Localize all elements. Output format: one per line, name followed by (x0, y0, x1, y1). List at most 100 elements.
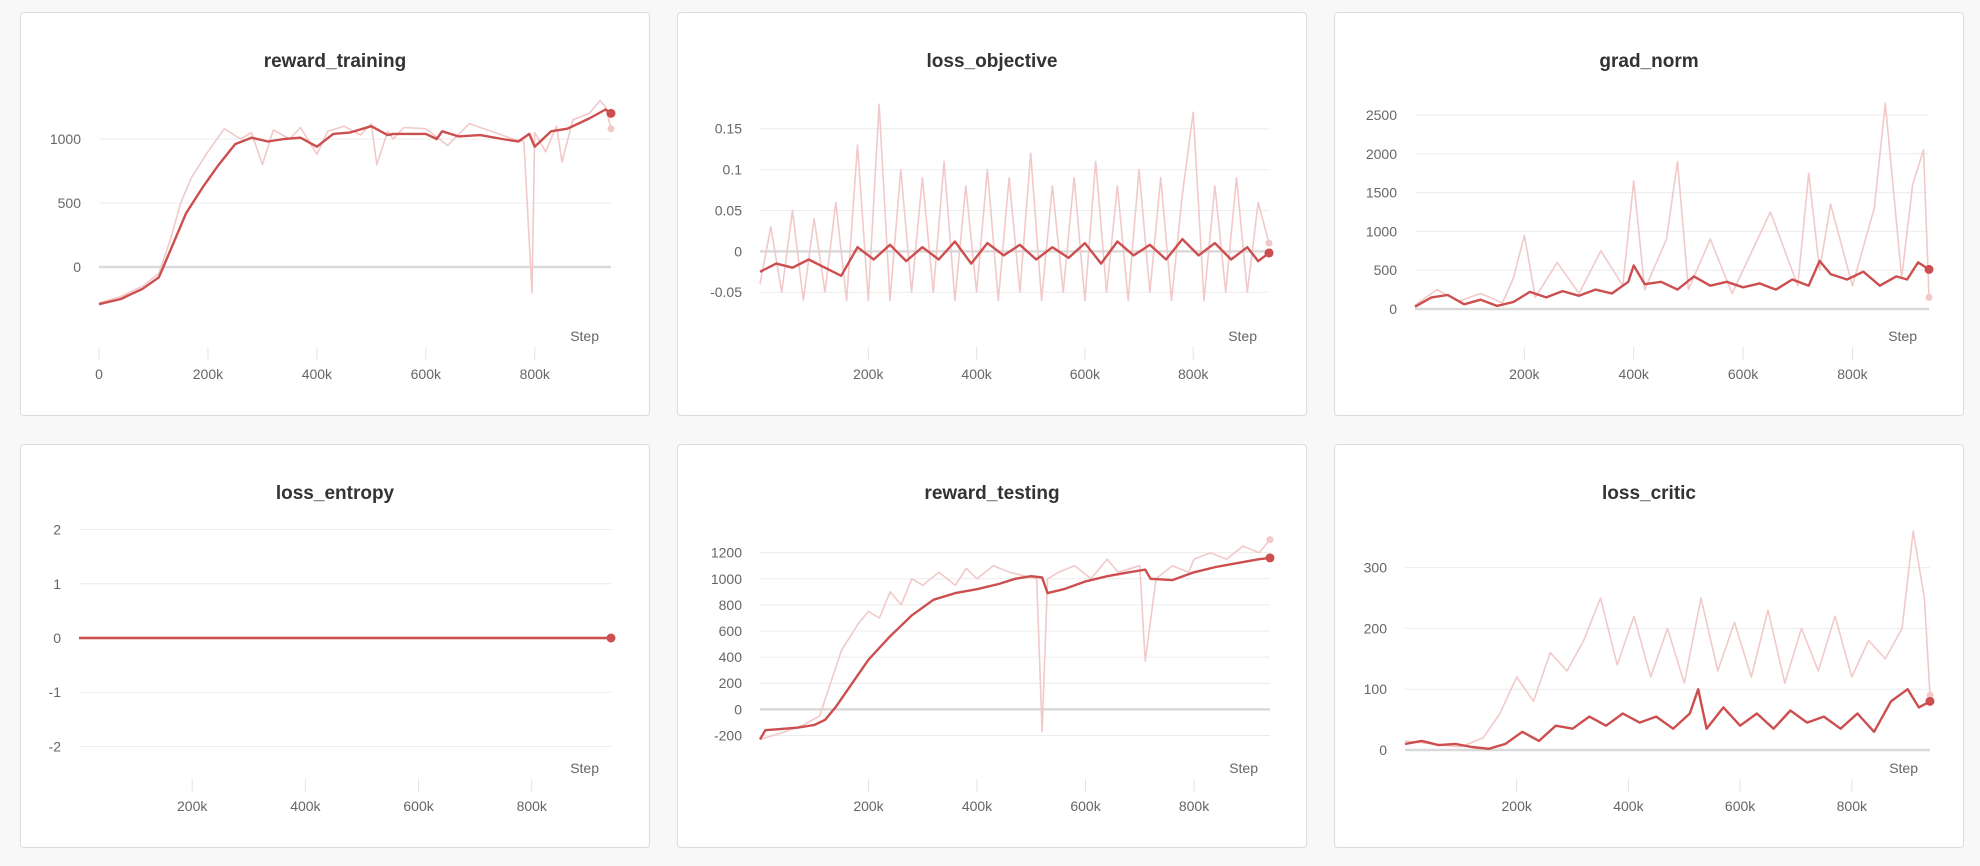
x-tick-label: 600k (1070, 366, 1101, 382)
x-tick-label: 800k (520, 366, 551, 382)
chart-title: loss_objective (927, 51, 1058, 72)
series-endpoint-marker (606, 108, 616, 118)
raw-series-line (759, 103, 1270, 302)
y-tick-label: 0 (53, 630, 61, 646)
smoothed-series-line (98, 108, 612, 306)
chart-panel-loss-entropy[interactable]: loss_entropy -2 -1 0 1 2 200k 400k 600k 800k Step (20, 444, 650, 848)
raw-series-endpoint (1926, 691, 1934, 699)
chart-svg: reward_testing -200 0 200 400 600 800 1000 1200 2… (711, 483, 1275, 814)
y-tick-label: 300 (1364, 560, 1388, 576)
series-endpoint-marker (1265, 553, 1275, 563)
x-tick-label: 800k (517, 798, 548, 814)
chart-panel-reward-testing[interactable]: reward_testing -200 0 200 400 600 800 1000 1200 2… (677, 444, 1307, 848)
y-tick-label: 200 (1364, 620, 1388, 636)
chart-title: loss_critic (1602, 483, 1696, 504)
x-tick-label: 600k (1728, 366, 1759, 382)
x-tick-label: 800k (1837, 798, 1868, 814)
x-tick-label: 200k (1502, 798, 1533, 814)
x-tick-label: 400k (1619, 366, 1650, 382)
raw-series-endpoint (1265, 239, 1273, 247)
y-tick-label: 2500 (1366, 107, 1397, 123)
chart-panel-loss-critic[interactable]: loss_critic 0 100 200 300 200k 400k 600k 800k Ste… (1334, 444, 1964, 848)
x-tick-label: 800k (1178, 366, 1209, 382)
chart-title: reward_testing (924, 483, 1059, 504)
x-tick-label: 400k (1613, 798, 1644, 814)
smoothed-series-line (758, 556, 1271, 741)
x-tick-label: 600k (403, 798, 434, 814)
x-tick-label: 600k (411, 366, 442, 382)
y-tick-label: -200 (714, 727, 742, 743)
x-tick-label: 400k (962, 798, 993, 814)
x-tick-label: 400k (290, 798, 321, 814)
y-tick-label: 1000 (50, 131, 81, 147)
x-tick-label: 200k (1509, 366, 1540, 382)
x-tick-label: 600k (1725, 798, 1756, 814)
y-tick-label: 0 (1379, 742, 1387, 758)
chart-svg: reward_training 0 500 1000 0 200k 400k 600k 800k… (50, 51, 616, 382)
x-tick-label: 400k (302, 366, 333, 382)
series-endpoint-marker (1264, 248, 1274, 258)
y-tick-label: 0 (73, 259, 81, 275)
x-tick-label: 200k (177, 798, 208, 814)
chart-svg: loss_entropy -2 -1 0 1 2 200k 400k 600k 800k Step (49, 483, 616, 814)
y-tick-label: -1 (49, 684, 62, 700)
y-tick-label: 2000 (1366, 146, 1397, 162)
chart-panel-reward-training[interactable]: reward_training 0 500 1000 0 200k 400k 600k 800k… (20, 12, 650, 416)
x-axis-label: Step (570, 760, 599, 776)
raw-series-line (1414, 102, 1930, 306)
x-tick-label: 600k (1070, 798, 1101, 814)
x-axis-label: Step (1889, 760, 1918, 776)
chart-title: reward_training (264, 51, 407, 72)
x-axis-label: Step (1228, 328, 1257, 344)
y-tick-label: 400 (719, 649, 743, 665)
y-tick-label: 0 (734, 243, 742, 259)
y-tick-label: 500 (1374, 262, 1398, 278)
chart-title: loss_entropy (276, 483, 395, 504)
y-tick-label: 600 (719, 623, 743, 639)
x-tick-label: 0 (95, 366, 103, 382)
y-tick-label: 500 (58, 195, 82, 211)
y-tick-label: 0 (734, 701, 742, 717)
chart-panel-loss-objective[interactable]: loss_objective -0.05 0 0.05 0.1 0.15 200k 400k 6… (677, 12, 1307, 416)
smoothed-series-line (1404, 687, 1931, 750)
y-tick-label: 0.1 (723, 162, 743, 178)
y-tick-label: 2 (53, 522, 61, 538)
x-tick-label: 200k (193, 366, 224, 382)
y-tick-label: 1200 (711, 545, 742, 561)
smoothed-series-line (1414, 259, 1930, 308)
series-endpoint-marker (1925, 696, 1935, 706)
y-tick-label: 200 (719, 675, 743, 691)
x-tick-label: 200k (853, 798, 884, 814)
y-tick-label: 0 (1389, 301, 1397, 317)
y-tick-label: -2 (49, 738, 62, 754)
x-tick-label: 200k (853, 366, 884, 382)
x-tick-label: 800k (1837, 366, 1868, 382)
raw-series-endpoint (1925, 293, 1933, 301)
x-tick-label: 800k (1179, 798, 1210, 814)
y-tick-label: 1000 (1366, 223, 1397, 239)
raw-series-line (1404, 530, 1931, 748)
chart-svg: loss_objective -0.05 0 0.05 0.1 0.15 200k 400k 6… (710, 51, 1274, 382)
chart-svg: loss_critic 0 100 200 300 200k 400k 600k 800k Ste… (1364, 483, 1935, 814)
y-tick-label: -0.05 (710, 284, 742, 300)
x-axis-label: Step (570, 328, 599, 344)
series-endpoint-marker (606, 633, 616, 643)
smoothed-series-line (759, 237, 1270, 277)
y-tick-label: 1500 (1366, 185, 1397, 201)
chart-svg: grad_norm 0 500 1000 1500 2000 2500 200k 400k 600… (1366, 51, 1934, 382)
y-tick-label: 1 (53, 576, 61, 592)
raw-series-endpoint (1266, 536, 1274, 544)
x-axis-label: Step (1888, 328, 1917, 344)
series-endpoint-marker (1924, 264, 1934, 274)
y-tick-label: 0.05 (715, 202, 742, 218)
raw-series-endpoint (607, 125, 615, 133)
chart-title: grad_norm (1599, 51, 1698, 72)
y-tick-label: 1000 (711, 571, 742, 587)
raw-series-line (98, 99, 612, 304)
chart-panel-grad-norm[interactable]: grad_norm 0 500 1000 1500 2000 2500 200k 400k 600… (1334, 12, 1964, 416)
y-tick-label: 100 (1364, 681, 1388, 697)
x-tick-label: 400k (961, 366, 992, 382)
y-tick-label: 0.15 (715, 121, 742, 137)
x-axis-label: Step (1229, 760, 1258, 776)
